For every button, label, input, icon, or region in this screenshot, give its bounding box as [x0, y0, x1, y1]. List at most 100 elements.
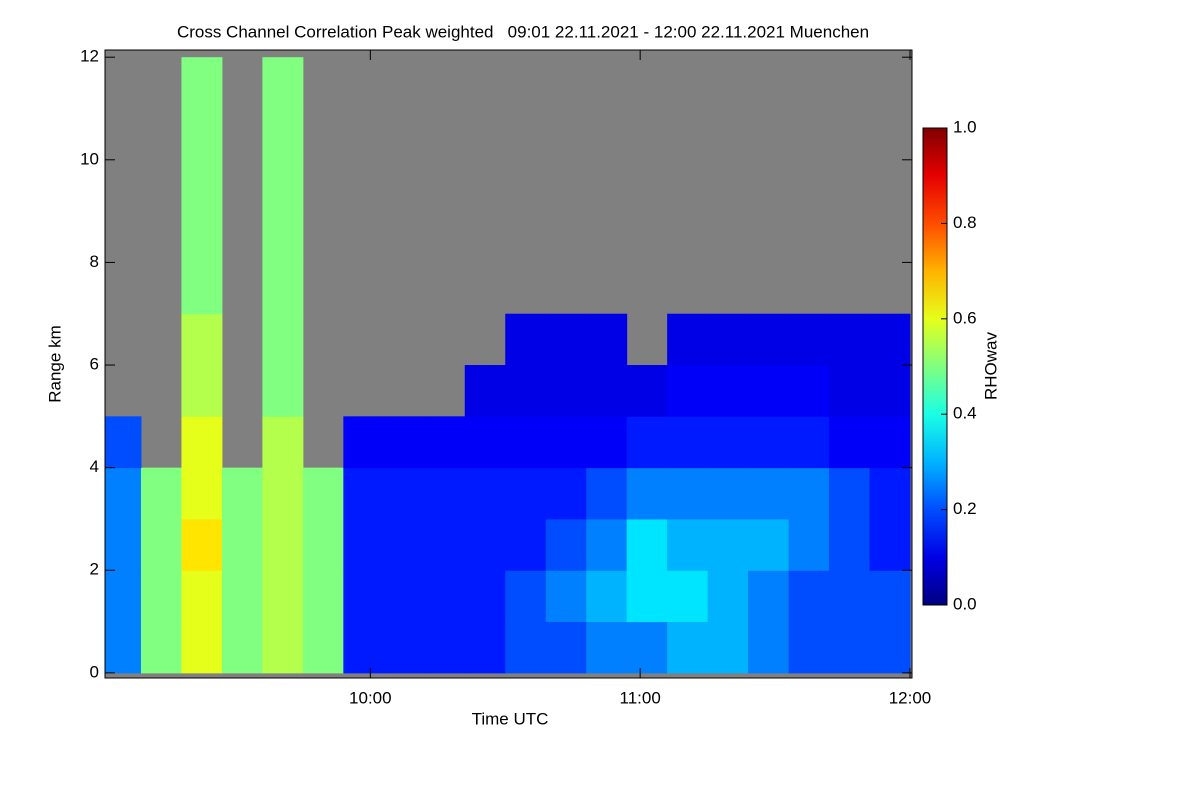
- heatmap-cell: [302, 621, 344, 674]
- y-axis-label: Range km: [45, 325, 64, 402]
- heatmap-cell: [829, 365, 871, 417]
- heatmap-cell: [383, 467, 425, 520]
- heatmap-cell: [343, 570, 385, 623]
- heatmap-cell: [140, 467, 182, 520]
- heatmap-cell: [464, 518, 506, 571]
- heatmap-cell: [586, 518, 628, 571]
- heatmap-cell: [221, 621, 263, 674]
- heatmap-cell: [181, 518, 223, 571]
- heatmap-cell: [748, 313, 790, 366]
- heatmap-cell: [464, 570, 506, 623]
- heatmap-cell: [343, 467, 385, 520]
- heatmap-cell: [140, 570, 182, 623]
- heatmap-cell: [383, 518, 425, 571]
- y-tick-label: 6: [90, 355, 99, 374]
- heatmap-cell: [505, 570, 547, 623]
- heatmap-cell: [181, 416, 223, 469]
- heatmap-cell: [343, 518, 385, 571]
- heatmap-cell: [505, 313, 547, 366]
- heatmap-cell: [424, 416, 466, 469]
- heatmap-cell: [262, 211, 304, 263]
- heatmap-cell: [626, 365, 668, 417]
- heatmap-cell: [829, 467, 871, 520]
- x-tick-label: 10:00: [349, 688, 392, 707]
- heatmap-cell: [343, 621, 385, 674]
- heatmap-cell: [302, 518, 344, 571]
- heatmap-cell: [707, 416, 749, 469]
- heatmap-cell: [262, 262, 304, 315]
- heatmap-cell: [383, 621, 425, 674]
- heatmap-cell: [748, 621, 790, 674]
- colorbar: [922, 127, 948, 606]
- heatmap-cell: [505, 467, 547, 520]
- heatmap-cell: [262, 570, 304, 623]
- heatmap-cell: [302, 570, 344, 623]
- heatmap-cell: [869, 416, 911, 469]
- heatmap-cell: [545, 518, 587, 571]
- heatmap-cell: [105, 621, 142, 674]
- heatmap-cell: [869, 570, 911, 623]
- heatmap-cell: [464, 467, 506, 520]
- heatmap-cell: [545, 621, 587, 674]
- heatmap-cell: [262, 108, 304, 161]
- heatmap-cell: [788, 621, 830, 674]
- heatmap-cell: [707, 570, 749, 623]
- heatmap-cell: [181, 159, 223, 212]
- heatmap-cell: [105, 467, 142, 520]
- heatmap-cell: [262, 313, 304, 366]
- heatmap-cell: [829, 621, 871, 674]
- heatmap-cell: [707, 365, 749, 417]
- heatmap-cell: [464, 365, 506, 417]
- heatmap-cell: [181, 57, 223, 109]
- chart-title: Cross Channel Correlation Peak weighted …: [177, 22, 869, 41]
- colorbar-tick-label: 0.4: [953, 404, 977, 423]
- heatmap-cell: [181, 108, 223, 161]
- axes: 10:00 11:00 12:00 0 2 4 6 8 10 12 0.0 0.2 0.4 0.6 0.8 1…: [80, 47, 977, 708]
- heatmap-cell: [105, 518, 142, 571]
- heatmap-cell: [586, 416, 628, 469]
- heatmap-cell: [505, 365, 547, 417]
- heatmap-cell: [181, 365, 223, 417]
- heatmap-cell: [788, 570, 830, 623]
- heatmap-cell: [667, 416, 709, 469]
- heatmap-cell: [829, 518, 871, 571]
- heatmap-cell: [221, 467, 263, 520]
- heatmap-cell: [748, 518, 790, 571]
- heatmap-cell: [869, 518, 911, 571]
- x-axis-label: Time UTC: [472, 709, 549, 728]
- heatmap-cell: [545, 416, 587, 469]
- heatmap-cell: [343, 416, 385, 469]
- heatmap-cell: [262, 416, 304, 469]
- heatmap-cell: [181, 467, 223, 520]
- heatmap-cell: [667, 467, 709, 520]
- heatmap-cell: [788, 467, 830, 520]
- y-tick-label: 0: [90, 662, 99, 681]
- heatmap-cell: [707, 621, 749, 674]
- y-tick-label: 8: [90, 252, 99, 271]
- heatmap-cell: [181, 211, 223, 263]
- heatmap-cell: [424, 518, 466, 571]
- heatmap-cell: [181, 621, 223, 674]
- heatmap-cell: [667, 621, 709, 674]
- y-tick-label: 12: [80, 47, 99, 66]
- heatmap-cell: [667, 365, 709, 417]
- heatmap-cell: [626, 416, 668, 469]
- heatmap-cell: [869, 313, 911, 366]
- colorbar-label: RHOwav: [981, 331, 1000, 400]
- heatmap-cell: [586, 570, 628, 623]
- heatmap-cell: [707, 313, 749, 366]
- heatmap-cell: [505, 518, 547, 571]
- heatmap-cell: [626, 467, 668, 520]
- heatmap-cell: [302, 467, 344, 520]
- heatmap-cell: [748, 416, 790, 469]
- heatmap-cell: [424, 467, 466, 520]
- heatmap-cell: [262, 57, 304, 109]
- heatmap-cell: [667, 313, 709, 366]
- heatmap-cell: [383, 416, 425, 469]
- heatmap-cell: [707, 518, 749, 571]
- heatmap-cell: [748, 365, 790, 417]
- colorbar-tick-label: 0.2: [953, 499, 977, 518]
- heatmap-cell: [667, 570, 709, 623]
- plot-area: [105, 50, 912, 678]
- heatmap-cell: [105, 416, 142, 469]
